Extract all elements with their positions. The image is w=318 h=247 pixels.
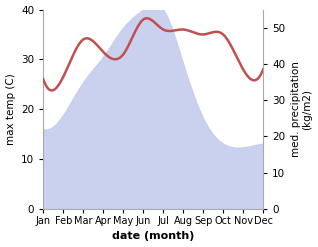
Y-axis label: med. precipitation
(kg/m2): med. precipitation (kg/m2) [291,61,313,157]
Y-axis label: max temp (C): max temp (C) [5,73,16,145]
X-axis label: date (month): date (month) [112,231,194,242]
